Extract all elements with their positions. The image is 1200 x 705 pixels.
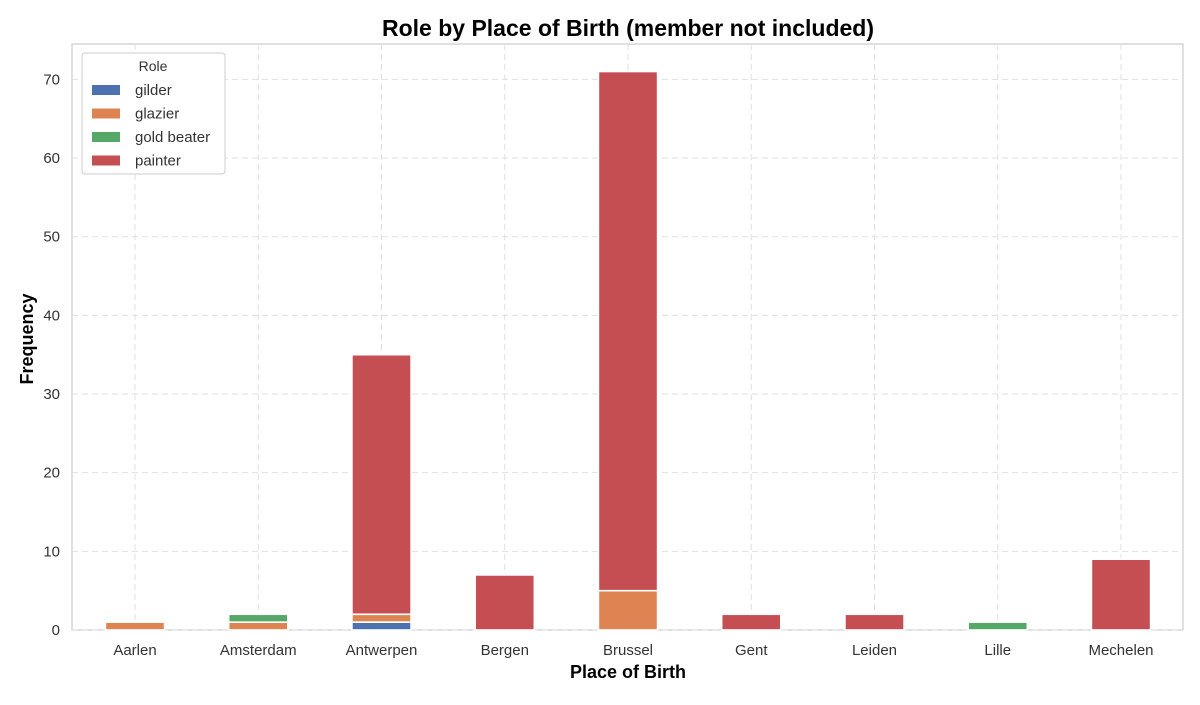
- bar-segment: [844, 613, 905, 631]
- y-tick-label: 60: [43, 150, 60, 167]
- x-tick-label: Aarlen: [113, 642, 156, 659]
- bars: [104, 70, 1152, 631]
- legend-swatch: [92, 85, 120, 95]
- y-tick-label: 40: [43, 307, 60, 324]
- x-tick-label: Bergen: [481, 642, 529, 659]
- x-tick-label: Amsterdam: [220, 642, 297, 659]
- legend: Role gilder glazier gold beater painter: [81, 52, 226, 175]
- bar-segment: [104, 621, 166, 631]
- y-axis-label: Frequency: [17, 293, 37, 384]
- bar-segment: [227, 613, 289, 623]
- legend-swatch: [92, 155, 120, 166]
- bar-segment: [1090, 558, 1152, 631]
- bar-segment: [474, 574, 536, 631]
- y-tick-label: 10: [43, 543, 60, 560]
- bar-segment: [967, 621, 1029, 631]
- legend-entry: glazier: [135, 106, 179, 123]
- y-tick-label: 30: [43, 386, 60, 403]
- x-tick-label: Mechelen: [1088, 642, 1153, 659]
- y-tick-label: 20: [43, 465, 60, 482]
- legend-title: Role: [139, 58, 168, 74]
- bar-segment: [351, 621, 412, 631]
- bar-segment: [597, 70, 659, 592]
- x-tick-label: Antwerpen: [346, 642, 418, 659]
- x-axis-label: Place of Birth: [570, 662, 686, 682]
- chart-title: Role by Place of Birth (member not inclu…: [382, 15, 874, 41]
- legend-entry: gold beater: [135, 129, 210, 146]
- x-tick-label: Leiden: [852, 642, 897, 659]
- bar-segment: [227, 621, 289, 631]
- bar-segment: [351, 613, 412, 623]
- legend-swatch: [92, 132, 120, 142]
- legend-entry: painter: [135, 153, 181, 170]
- x-tick-label: Brussel: [603, 642, 653, 659]
- x-axis-ticks: Aarlen Amsterdam Antwerpen Bergen Brussel Gen…: [113, 642, 1153, 659]
- y-tick-label: 50: [43, 229, 60, 246]
- x-tick-label: Gent: [735, 642, 768, 659]
- legend-entry: gilder: [135, 82, 172, 99]
- bar-segment: [351, 353, 412, 616]
- legend-box: [81, 52, 226, 175]
- bar-segment: [720, 613, 782, 631]
- legend-items: gilder glazier gold beater painter: [92, 82, 210, 170]
- bar-segment: [597, 589, 659, 631]
- y-tick-label: 0: [52, 622, 60, 639]
- y-tick-label: 70: [43, 71, 60, 88]
- y-axis-ticks: 0 10 20 30 40 50 60 70: [43, 71, 60, 639]
- x-tick-label: Lille: [984, 642, 1011, 659]
- legend-swatch: [92, 108, 120, 119]
